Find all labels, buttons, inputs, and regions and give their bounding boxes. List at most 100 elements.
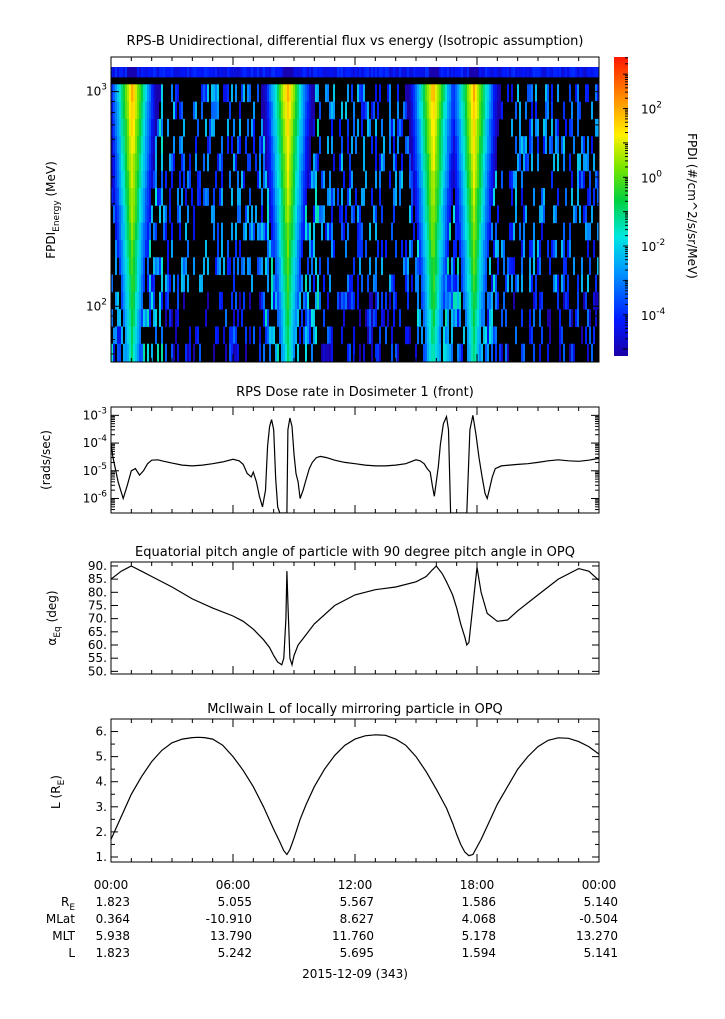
heatmap-cell [265,67,267,78]
heatmap-cell [567,67,569,78]
heatmap-cell [269,84,271,103]
heatmap-cell [153,118,155,137]
heatmap-cell [355,136,357,154]
heatmap-cell [307,309,309,327]
pitch-angle-y-label: αEq (deg) [45,590,63,645]
heatmap-cell [435,153,437,172]
heatmap-cell [227,67,229,78]
heatmap-cell [231,222,233,241]
heatmap-cell [483,274,485,293]
heatmap-cell [151,136,153,154]
heatmap-cell [413,67,415,78]
heatmap-cell [175,84,177,103]
heatmap-cell [423,291,425,310]
dose-rate-y-tick-label-base: 10 [83,408,98,422]
ephemeris-value: 5.141 [584,946,618,960]
heatmap-cell [591,101,593,120]
heatmap-cell [129,343,131,362]
heatmap-cell [483,84,485,103]
heatmap-cell [313,170,315,189]
heatmap-cell [295,291,297,310]
heatmap-cell [567,274,569,293]
heatmap-cell [131,153,133,172]
heatmap-cell [125,257,127,276]
heatmap-cell [185,222,187,241]
heatmap-cell [557,67,559,78]
heatmap-cell [463,136,465,154]
heatmap-cell [301,274,303,293]
heatmap-cell [289,291,291,310]
heatmap-cell [183,170,185,189]
heatmap-cell [139,118,141,137]
heatmap-cell [299,153,301,172]
heatmap-cell [463,118,465,137]
ephemeris-row-label: RE [61,895,75,913]
heatmap-cell [167,274,169,293]
heatmap-cell [237,343,239,362]
heatmap-cell [489,205,491,224]
heatmap-cell [479,67,481,78]
heatmap-cell [505,343,507,362]
heatmap-cell [489,170,491,189]
heatmap-cell [139,257,141,276]
heatmap-cell [441,153,443,172]
heatmap-cell [547,67,549,78]
heatmap-cell [265,153,267,172]
heatmap-cell [309,239,311,258]
heatmap-cell [387,84,389,103]
heatmap-cell [573,257,575,276]
heatmap-cell [531,326,533,345]
heatmap-cell [121,84,123,103]
heatmap-cell [473,136,475,154]
heatmap-cell [113,153,115,172]
heatmap-cell [221,291,223,310]
heatmap-cell [421,118,423,137]
heatmap-cell [213,67,215,78]
heatmap-cell [267,326,269,345]
heatmap-cell [149,118,151,137]
heatmap-cell [447,222,449,241]
heatmap-cell [449,170,451,189]
heatmap-cell [117,205,119,224]
heatmap-cell [471,257,473,276]
heatmap-cell [123,101,125,120]
heatmap-cell [477,291,479,310]
heatmap-cell [497,257,499,276]
heatmap-cell [475,188,477,206]
heatmap-cell [523,222,525,241]
heatmap-cell [511,274,513,293]
heatmap-cell [533,343,535,362]
heatmap-cell [115,67,117,78]
heatmap-cell [495,136,497,154]
heatmap-cell [127,222,129,241]
heatmap-cell [549,136,551,154]
heatmap-cell [565,67,567,78]
heatmap-cell [455,67,457,78]
heatmap-cell [293,274,295,293]
heatmap-cell [141,101,143,120]
heatmap-cell [525,136,527,154]
heatmap-cell [587,222,589,241]
heatmap-cell [451,101,453,120]
heatmap-cell [449,205,451,224]
heatmap-cell [469,136,471,154]
heatmap-cell [495,84,497,103]
heatmap-cell [541,291,543,310]
heatmap-cell [421,101,423,120]
heatmap-cell [173,343,175,362]
heatmap-cell [423,101,425,120]
heatmap-cell [561,239,563,258]
heatmap-cell [597,84,599,103]
heatmap-cell [423,188,425,206]
heatmap-cell [489,188,491,206]
heatmap-cell [409,84,411,103]
heatmap-cell [207,188,209,206]
heatmap-cell [395,67,397,78]
heatmap-cell [437,67,439,78]
heatmap-cell [597,67,599,78]
heatmap-cell [161,153,163,172]
dose-rate-y-tick-label-exp: -3 [98,406,107,416]
heatmap-cell [543,136,545,154]
heatmap-cell [381,153,383,172]
heatmap-cell [147,101,149,120]
